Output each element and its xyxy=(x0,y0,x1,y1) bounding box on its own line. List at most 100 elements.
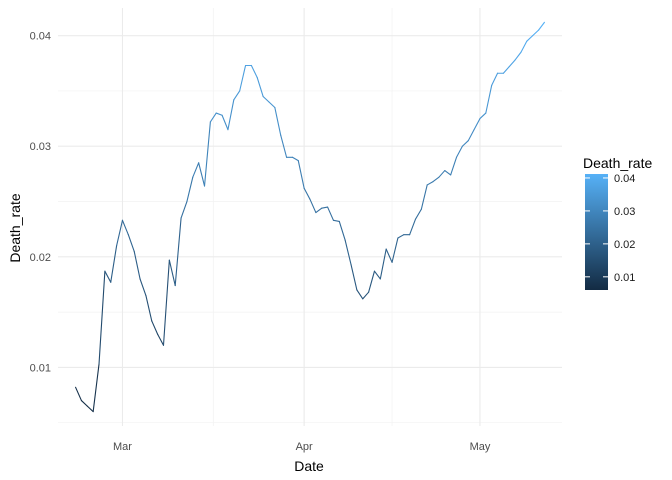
line-segment xyxy=(414,208,422,220)
line-segment xyxy=(139,278,147,297)
line-segment xyxy=(356,289,364,300)
line-segment xyxy=(444,170,452,176)
series-line xyxy=(75,21,545,413)
line-segment xyxy=(203,121,211,187)
line-segment xyxy=(291,156,299,162)
line-segment xyxy=(526,35,534,42)
line-segment xyxy=(379,248,387,280)
line-segment xyxy=(250,64,258,79)
line-segment xyxy=(162,259,170,346)
line-segment xyxy=(145,294,153,322)
line-segment xyxy=(198,162,206,187)
y-tick-label: 0.04 xyxy=(30,31,51,43)
line-segment xyxy=(256,77,264,98)
line-segment xyxy=(385,248,393,263)
line-segment xyxy=(262,95,270,103)
line-segment xyxy=(268,101,276,109)
line-segment xyxy=(473,118,481,131)
line-segment xyxy=(116,219,124,247)
line-segment xyxy=(315,207,323,214)
line-segment xyxy=(98,270,106,365)
line-segment xyxy=(186,176,194,203)
line-segment xyxy=(110,245,118,283)
line-segment xyxy=(420,184,428,210)
line-segment xyxy=(121,219,129,236)
line-segment xyxy=(397,234,405,239)
line-segment xyxy=(180,200,188,219)
x-tick-label: Apr xyxy=(296,441,313,453)
line-segment xyxy=(309,198,317,214)
line-segment xyxy=(215,112,223,116)
line-segment xyxy=(303,187,311,200)
legend-ticks: 0.01 0.02 0.03 0.04 xyxy=(585,173,635,284)
x-tick-label: May xyxy=(470,441,491,453)
line-segment xyxy=(455,145,463,158)
line-segment xyxy=(80,400,88,407)
line-segment xyxy=(168,259,176,287)
line-segment xyxy=(86,405,94,413)
legend-label: 0.03 xyxy=(614,206,635,218)
line-segment xyxy=(485,84,493,114)
x-tick-label: Mar xyxy=(113,441,132,453)
line-segment xyxy=(192,162,200,178)
line-segment xyxy=(438,170,446,178)
line-segment xyxy=(467,129,475,142)
y-tick-label: 0.02 xyxy=(30,252,51,264)
line-segment xyxy=(391,237,399,263)
line-segment xyxy=(450,156,458,176)
y-axis-tick-labels: 0.01 0.02 0.03 0.04 xyxy=(30,31,51,375)
y-tick-label: 0.03 xyxy=(30,141,51,153)
line-segment xyxy=(332,219,340,222)
line-segment xyxy=(151,320,159,335)
line-segment xyxy=(233,90,241,101)
legend-label: 0.02 xyxy=(614,239,635,251)
line-segment xyxy=(338,220,346,241)
minor-gridlines xyxy=(58,8,562,426)
y-tick-label: 0.01 xyxy=(30,362,51,374)
line-segment xyxy=(174,217,182,287)
line-segment xyxy=(209,112,217,123)
legend-label: 0.04 xyxy=(614,173,635,185)
line-segment xyxy=(221,114,229,131)
line-segment xyxy=(373,270,381,280)
legend-colorbar xyxy=(585,174,608,290)
line-segment xyxy=(514,51,522,61)
line-segment xyxy=(227,99,235,131)
line-segment xyxy=(239,64,247,92)
line-segment xyxy=(104,270,112,283)
line-segment xyxy=(461,140,469,147)
line-segment xyxy=(368,270,376,293)
line-segment xyxy=(92,363,100,413)
line-segment xyxy=(432,176,440,183)
line-segment xyxy=(409,218,417,236)
x-axis-tick-labels: Mar Apr May xyxy=(113,441,491,453)
y-axis-title: Death_rate xyxy=(7,193,23,262)
line-segment xyxy=(133,250,141,280)
line-segment xyxy=(157,333,165,346)
line-segment xyxy=(491,72,499,86)
line-segment xyxy=(350,264,358,291)
line-segment xyxy=(479,112,487,120)
line-segment xyxy=(538,21,545,31)
line-segment xyxy=(502,66,510,74)
line-segment xyxy=(362,291,370,300)
line-segment xyxy=(321,206,329,209)
line-segment xyxy=(508,59,516,68)
major-gridlines xyxy=(58,8,562,426)
line-segment xyxy=(426,181,434,186)
legend: Death_rate 0.01 0.02 0.03 0.04 xyxy=(583,155,652,290)
line-segment xyxy=(274,106,282,136)
legend-title: Death_rate xyxy=(583,155,652,171)
line-segment xyxy=(344,239,352,266)
legend-label: 0.01 xyxy=(614,272,635,284)
line-segment xyxy=(327,206,334,221)
x-axis-title: Date xyxy=(294,458,324,474)
plot-panel xyxy=(58,8,562,426)
line-segment xyxy=(297,160,305,189)
line-segment xyxy=(280,134,288,158)
line-segment xyxy=(127,234,135,252)
line-segment xyxy=(75,386,82,402)
line-segment xyxy=(520,40,528,53)
line-segment xyxy=(532,29,540,37)
